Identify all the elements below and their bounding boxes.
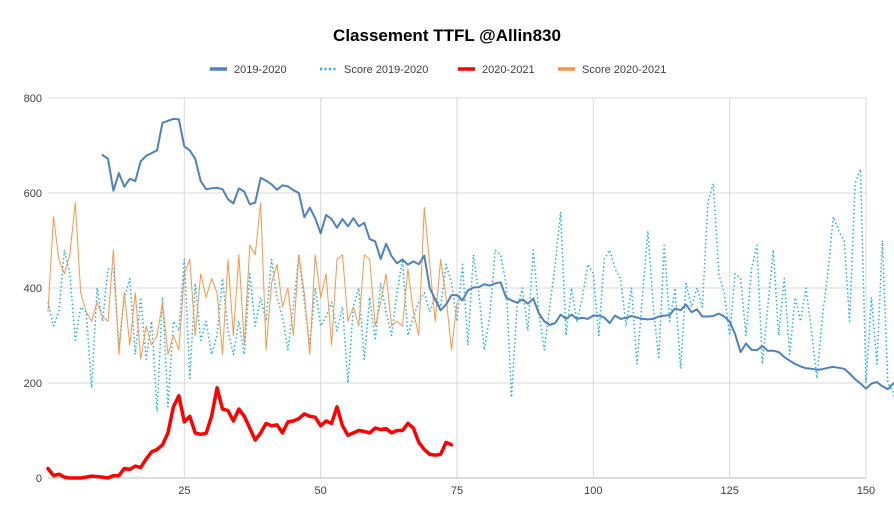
legend-label-0: 2019-2020	[234, 64, 287, 76]
y-tick-label: 400	[24, 283, 42, 295]
y-tick-label: 800	[24, 93, 42, 105]
axes: 0 200 400 600 800 25 50 75 100 125 150	[24, 93, 876, 497]
y-tick-label: 0	[36, 473, 42, 485]
x-tick-label: 50	[315, 485, 327, 497]
y-tick-label: 600	[24, 188, 42, 200]
legend-label-1: Score 2019-2020	[344, 64, 428, 76]
y-tick-label: 200	[24, 378, 42, 390]
x-tick-label: 25	[178, 485, 190, 497]
series-line-0	[101, 117, 894, 391]
series-line-2	[46, 386, 454, 480]
chart-title: Classement TTFL @Allin830	[333, 26, 561, 45]
legend-label-2: 2020-2021	[482, 64, 535, 76]
x-tick-label: 150	[857, 485, 875, 497]
grid	[48, 97, 867, 478]
series-lines	[46, 117, 894, 480]
series-line-3	[47, 202, 458, 360]
legend-label-3: Score 2020-2021	[582, 64, 666, 76]
legend: 2019-2020 Score 2019-2020 2020-2021 Score 2…	[210, 64, 666, 76]
x-tick-label: 100	[584, 485, 602, 497]
x-tick-label: 75	[451, 485, 463, 497]
series-line-1	[47, 168, 894, 413]
x-tick-label: 125	[720, 485, 738, 497]
